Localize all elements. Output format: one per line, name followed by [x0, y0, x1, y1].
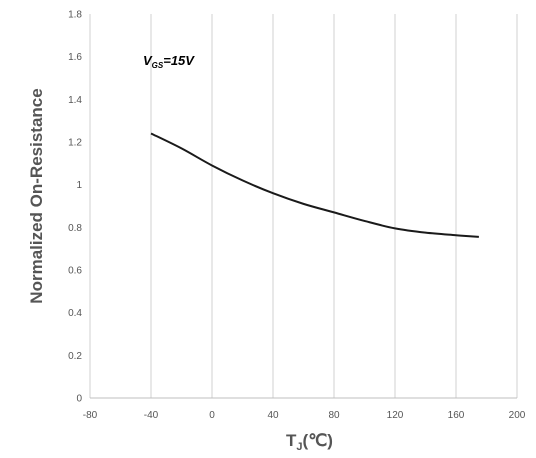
x-axis-ticks: -80 -40 0 40 80 120 160 200: [83, 410, 526, 421]
x-title-sub: J: [296, 441, 302, 453]
x-title-unit: (℃): [303, 431, 333, 450]
y-tick-label: 1.4: [68, 95, 82, 106]
x-title-main: T: [286, 431, 297, 450]
y-tick-label: 0.8: [68, 223, 82, 234]
grid-lines: [89, 14, 518, 398]
y-tick-label: 1: [76, 180, 82, 191]
y-tick-label: 0.2: [68, 351, 82, 362]
x-tick-label: -80: [83, 410, 98, 421]
series-line-0: [150, 132, 479, 238]
y-tick-label: 1.8: [68, 10, 82, 21]
x-tick-label: 160: [448, 410, 465, 421]
y-tick-label: 1.6: [68, 52, 82, 63]
annotation-text: =15V: [163, 53, 195, 68]
vgs-annotation: VGS=15V: [143, 53, 195, 70]
x-tick-label: 0: [209, 410, 215, 421]
x-tick-label: -40: [144, 410, 159, 421]
y-axis-title: Normalized On-Resistance: [27, 88, 46, 303]
x-tick-label: 200: [509, 410, 526, 421]
y-axis-ticks: 0 0.2 0.4 0.6 0.8 1 1.2 1.4 1.6 1.8: [68, 10, 82, 405]
y-tick-label: 0.6: [68, 266, 82, 277]
x-tick-label: 40: [267, 410, 279, 421]
series-layer: [150, 132, 479, 238]
y-tick-label: 0: [76, 394, 82, 405]
y-tick-label: 0.4: [68, 308, 82, 319]
x-axis-title: TJ(℃): [286, 431, 333, 453]
annotation-main: V: [143, 53, 153, 68]
x-tick-label: 80: [328, 410, 340, 421]
annotation-sub: GS: [152, 61, 164, 70]
y-tick-label: 1.2: [68, 138, 82, 149]
x-tick-label: 120: [387, 410, 404, 421]
